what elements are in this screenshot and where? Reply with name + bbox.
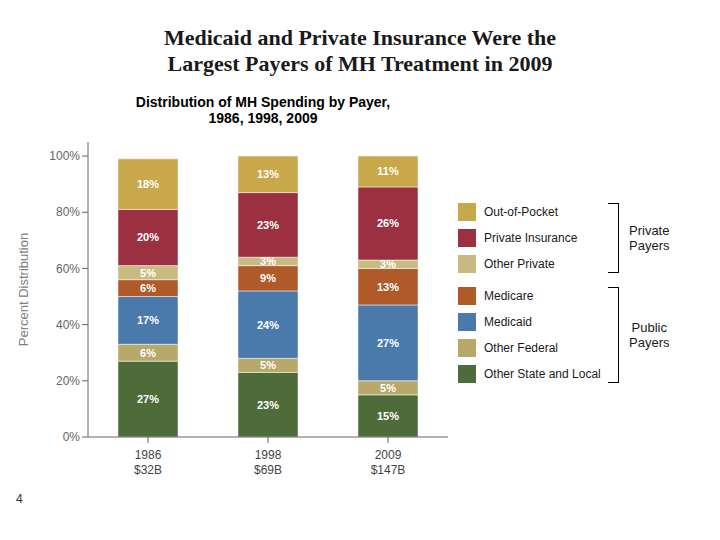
svg-text:1998$69B: 1998$69B [254,448,282,477]
svg-text:5%: 5% [380,382,396,394]
svg-text:Percent Distribution: Percent Distribution [16,233,31,346]
svg-text:9%: 9% [260,272,276,284]
svg-text:13%: 13% [377,281,399,293]
html-text:Other State and Local: Other State and Local [484,367,601,381]
svg-text:0%: 0% [63,430,81,444]
svg-text:11%: 11% [377,165,399,177]
html-text:Medicare: Medicare [484,289,534,303]
svg-text:27%: 27% [377,337,399,349]
svg-text:2009$147B: 2009$147B [371,448,406,477]
html-text:Other Private: Other Private [484,257,555,271]
svg-text:23%: 23% [257,219,279,231]
svg-text:17%: 17% [137,314,159,326]
html-text:4: 4 [16,492,23,506]
html-text:Other Federal: Other Federal [484,341,558,355]
svg-text:27%: 27% [137,393,159,405]
svg-text:13%: 13% [257,168,279,180]
html-text:Distribution of MH Spending by: Distribution of MH Spending by Payer, 19… [135,94,391,126]
html-text:Medicaid and Private Insurance: Medicaid and Private Insurance Were the … [163,25,556,76]
svg-text:100%: 100% [49,149,80,163]
svg-text:5%: 5% [260,359,276,371]
svg-text:26%: 26% [377,217,399,229]
svg-text:6%: 6% [140,347,156,359]
svg-text:80%: 80% [56,205,80,219]
svg-text:3%: 3% [260,255,276,267]
html-text:Private Insurance: Private Insurance [484,231,578,245]
svg-text:20%: 20% [56,374,80,388]
svg-text:60%: 60% [56,262,80,276]
html-text:Out-of-Pocket: Out-of-Pocket [484,205,558,219]
svg-text:15%: 15% [377,410,399,422]
html-text:Public Payers: Public Payers [629,320,670,350]
html-text:Private Payers: Private Payers [629,223,670,253]
svg-text:20%: 20% [137,231,159,243]
html-text:Medicaid: Medicaid [484,315,532,329]
svg-text:23%: 23% [257,399,279,411]
svg-text:1986$32B: 1986$32B [134,448,162,477]
svg-text:6%: 6% [140,282,156,294]
svg-text:24%: 24% [257,319,279,331]
svg-text:18%: 18% [137,178,159,190]
svg-text:3%: 3% [380,258,396,270]
svg-text:40%: 40% [56,318,80,332]
svg-text:5%: 5% [140,267,156,279]
